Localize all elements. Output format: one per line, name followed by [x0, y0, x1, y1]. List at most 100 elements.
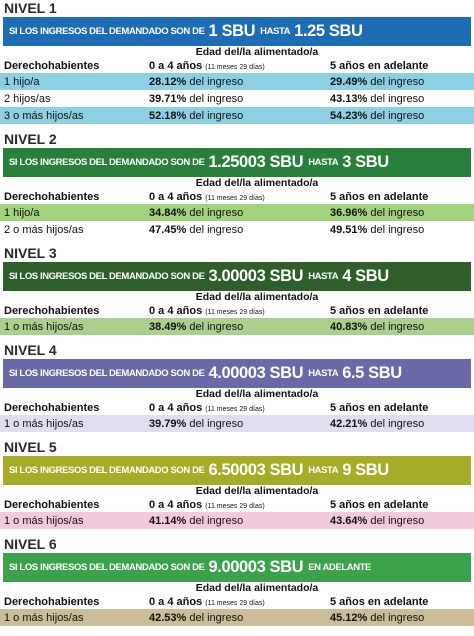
level-title: NIVEL 3: [4, 245, 57, 261]
percent-cell: 40.83% del ingreso: [328, 321, 474, 333]
percent-suffix: del ingreso: [370, 206, 425, 219]
row-label: 1 o más hijos/as: [4, 320, 84, 333]
data-row: 2 o más hijos/as 47.45% del ingreso 49.51%…: [0, 221, 474, 238]
level-section: NIVEL 3 SI LOS INGRESOS DEL DEMANDADO SON…: [0, 245, 474, 335]
percent: 54.23%: [330, 109, 368, 122]
percent-cell: 42.21% del ingreso: [328, 418, 474, 430]
percent-suffix: del ingreso: [189, 223, 244, 236]
column-header-note: (11 meses 29 días): [205, 405, 265, 413]
column-header-row: Derechohabientes 0 a 4 años (11 meses 29 …: [0, 400, 474, 415]
column-header-note: (11 meses 29 días): [205, 308, 265, 316]
banner-prefix: SI LOS INGRESOS DEL DEMANDADO SON DE: [9, 562, 205, 573]
column-header: 0 a 4 años (11 meses 29 días): [145, 305, 328, 317]
range-to: 6.5 SBU: [342, 364, 402, 382]
percent: 39.71%: [149, 92, 187, 105]
column-header-note: (11 meses 29 días): [205, 599, 265, 607]
column-header: 0 a 4 años (11 meses 29 días): [145, 402, 328, 414]
range-banner: SI LOS INGRESOS DEL DEMANDADO SON DE 1.25…: [3, 148, 471, 177]
age-header: Edad del/la alimentado/a: [195, 582, 319, 594]
column-header-row: Derechohabientes 0 a 4 años (11 meses 29 …: [0, 58, 474, 73]
range-from: 1.25003 SBU: [208, 153, 304, 171]
banner-connector: HASTA: [308, 465, 339, 476]
banner-connector: HASTA: [308, 368, 339, 379]
data-row: 1 o más hijos/as 42.53% del ingreso 45.12%…: [0, 609, 474, 626]
range-from: 6.50003 SBU: [208, 461, 304, 479]
percent-suffix: del ingreso: [370, 417, 425, 430]
column-header-row: Derechohabientes 0 a 4 años (11 meses 29 …: [0, 303, 474, 318]
percent-suffix: del ingreso: [370, 109, 425, 122]
range-to: 1.25 SBU: [294, 22, 363, 40]
range-banner: SI LOS INGRESOS DEL DEMANDADO SON DE 3.00…: [3, 262, 471, 291]
column-header: Derechohabientes: [4, 304, 100, 317]
percent-suffix: del ingreso: [189, 206, 244, 219]
range-from: 1 SBU: [208, 22, 256, 40]
percent: 40.83%: [330, 320, 368, 333]
range-to: 3 SBU: [342, 153, 389, 171]
percent: 49.51%: [330, 223, 368, 236]
percent: 39.79%: [149, 417, 187, 430]
column-header: 5 años en adelante: [330, 401, 429, 414]
percent-suffix: del ingreso: [370, 514, 425, 527]
age-header: Edad del/la alimentado/a: [195, 485, 319, 497]
percent-suffix: del ingreso: [189, 109, 244, 122]
column-header: 0 a 4 años (11 meses 29 días): [145, 60, 328, 72]
column-header-text: 0 a 4 años: [149, 190, 203, 203]
level-section: NIVEL 2 SI LOS INGRESOS DEL DEMANDADO SON…: [0, 131, 474, 238]
row-label: 1 o más hijos/as: [4, 611, 84, 624]
percent-cell: 42.53% del ingreso: [145, 612, 328, 624]
column-header-text: 0 a 4 años: [149, 401, 203, 414]
column-header-text: 0 a 4 años: [149, 304, 203, 317]
percent: 34.84%: [149, 206, 187, 219]
level-title: NIVEL 5: [4, 439, 57, 455]
level-title: NIVEL 4: [4, 342, 57, 358]
age-header: Edad del/la alimentado/a: [195, 388, 319, 400]
column-header: Derechohabientes: [4, 498, 100, 511]
range-to: 4 SBU: [342, 267, 389, 285]
data-row: 3 o más hijos/as 52.18% del ingreso 54.23%…: [0, 107, 474, 124]
percent: 42.21%: [330, 417, 368, 430]
range-banner: SI LOS INGRESOS DEL DEMANDADO SON DE 4.00…: [3, 359, 471, 388]
percent-suffix: del ingreso: [189, 611, 244, 624]
percent-cell: 34.84% del ingreso: [145, 207, 328, 219]
column-header: 0 a 4 años (11 meses 29 días): [145, 596, 328, 608]
level-section: NIVEL 1 SI LOS INGRESOS DEL DEMANDADO SON…: [0, 0, 474, 124]
banner-connector: EN ADELANTE: [308, 562, 371, 573]
age-header: Edad del/la alimentado/a: [195, 291, 319, 303]
banner-prefix: SI LOS INGRESOS DEL DEMANDADO SON DE: [9, 26, 205, 37]
column-header: Derechohabientes: [4, 401, 100, 414]
row-label: 1 o más hijos/as: [4, 514, 84, 527]
level-section: NIVEL 5 SI LOS INGRESOS DEL DEMANDADO SON…: [0, 439, 474, 529]
percent: 43.64%: [330, 514, 368, 527]
percent-cell: 28.12% del ingreso: [145, 76, 328, 88]
column-header: 5 años en adelante: [330, 498, 429, 511]
percent-cell: 45.12% del ingreso: [328, 612, 474, 624]
row-label: 2 o más hijos/as: [4, 223, 84, 236]
banner-prefix: SI LOS INGRESOS DEL DEMANDADO SON DE: [9, 465, 205, 476]
banner-prefix: SI LOS INGRESOS DEL DEMANDADO SON DE: [9, 157, 205, 168]
column-header-text: 0 a 4 años: [149, 59, 203, 72]
range-from: 3.00003 SBU: [208, 267, 304, 285]
data-row: 1 o más hijos/as 41.14% del ingreso 43.64%…: [0, 512, 474, 529]
percent-cell: 49.51% del ingreso: [328, 224, 474, 236]
row-label: 2 hijos/as: [4, 92, 51, 105]
percent-cell: 43.13% del ingreso: [328, 93, 474, 105]
percent-cell: 54.23% del ingreso: [328, 110, 474, 122]
percent-cell: 29.49% del ingreso: [328, 76, 474, 88]
row-label: 3 o más hijos/as: [4, 109, 84, 122]
percent: 45.12%: [330, 611, 368, 624]
percent-cell: 36.96% del ingreso: [328, 207, 474, 219]
column-header: Derechohabientes: [4, 59, 100, 72]
column-header-row: Derechohabientes 0 a 4 años (11 meses 29 …: [0, 594, 474, 609]
row-label: 1 hijo/a: [4, 75, 40, 88]
column-header: Derechohabientes: [4, 595, 100, 608]
percent-suffix: del ingreso: [370, 320, 425, 333]
column-header-row: Derechohabientes 0 a 4 años (11 meses 29 …: [0, 189, 474, 204]
range-to: 9 SBU: [342, 461, 389, 479]
range-banner: SI LOS INGRESOS DEL DEMANDADO SON DE 1 SB…: [3, 17, 471, 46]
column-header-row: Derechohabientes 0 a 4 años (11 meses 29 …: [0, 497, 474, 512]
age-header: Edad del/la alimentado/a: [195, 177, 319, 189]
column-header-note: (11 meses 29 días): [205, 502, 265, 510]
data-row: 2 hijos/as 39.71% del ingreso 43.13% del i…: [0, 90, 474, 107]
percent-cell: 43.64% del ingreso: [328, 515, 474, 527]
